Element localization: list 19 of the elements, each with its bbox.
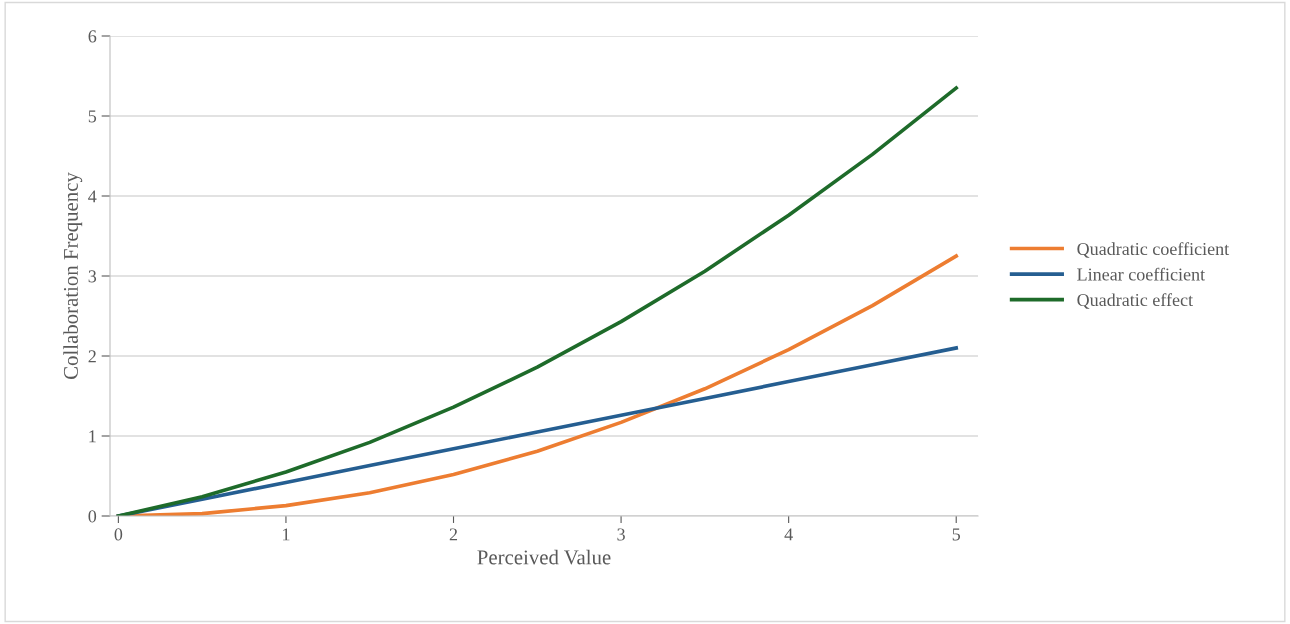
y-tick-label: 5 [88, 110, 97, 123]
x-tick-label: 2 [449, 528, 458, 541]
y-tick-label: 2 [88, 350, 96, 363]
y-tick-label: 6 [88, 30, 97, 43]
x-axis-title: Perceived Value [477, 549, 611, 565]
y-tick-label: 3 [88, 270, 97, 283]
y-tick-label: 4 [88, 190, 97, 203]
y-tick-label: 1 [89, 430, 96, 443]
y-axis-title: Collaboration Frequency [63, 172, 83, 379]
x-tick-label: 1 [283, 528, 290, 541]
legend-label: Quadratic effect [1077, 293, 1193, 309]
x-tick-label: 4 [784, 528, 793, 541]
line-series [116, 86, 959, 516]
legend-label: Linear coefficient [1077, 267, 1205, 281]
legend-label: Quadratic coefficient [1077, 242, 1230, 258]
y-tick-label: 0 [88, 510, 97, 523]
x-tick-label: 0 [114, 528, 123, 541]
x-tick-label: 3 [617, 528, 625, 541]
x-tick-label: 5 [952, 528, 961, 541]
